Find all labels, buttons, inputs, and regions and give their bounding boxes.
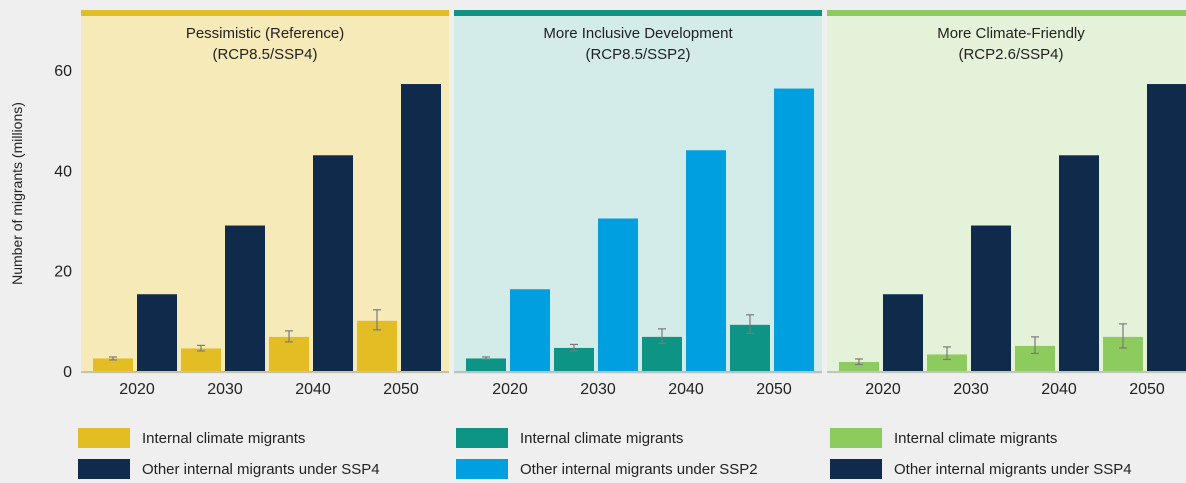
bar — [774, 88, 814, 371]
bar — [927, 354, 967, 371]
legend-label: Internal climate migrants — [894, 429, 1058, 447]
legend: Internal climate migrants Other internal… — [0, 420, 1186, 483]
legend-item: Other internal migrants under SSP2 — [456, 458, 758, 480]
bar — [1147, 84, 1186, 372]
y-axis-label: Number of migrants (millions) — [9, 102, 25, 285]
y-tick-label: 40 — [54, 163, 72, 180]
x-tick-label: 2030 — [580, 381, 616, 398]
bar — [883, 294, 923, 371]
x-tick-label: 2050 — [1129, 381, 1165, 398]
bar — [93, 358, 133, 371]
legend-swatch — [830, 459, 882, 479]
x-tick-label: 2050 — [756, 381, 792, 398]
chart-panel: Pessimistic (Reference) (RCP8.5/SSP4) 2020… — [81, 10, 449, 398]
legend-label: Other internal migrants under SSP4 — [142, 460, 380, 478]
legend-item: Internal climate migrants — [456, 427, 683, 449]
panel-title: More Inclusive Development — [543, 25, 733, 42]
legend-label: Other internal migrants under SSP4 — [894, 460, 1132, 478]
x-tick-label: 2030 — [207, 381, 243, 398]
panel-subtitle: (RCP8.5/SSP2) — [585, 46, 690, 63]
bar — [686, 150, 726, 371]
bar — [225, 225, 265, 371]
legend-swatch — [78, 428, 130, 448]
bar — [269, 336, 309, 371]
bar — [839, 361, 879, 371]
bar — [137, 294, 177, 371]
y-tick-label: 20 — [54, 264, 72, 281]
x-tick-label: 2020 — [865, 381, 901, 398]
bar — [598, 218, 638, 371]
bar — [971, 225, 1011, 371]
panel-subtitle: (RCP8.5/SSP4) — [212, 46, 317, 63]
legend-swatch — [456, 459, 508, 479]
x-tick-label: 2040 — [668, 381, 704, 398]
legend-item: Other internal migrants under SSP4 — [78, 458, 380, 480]
legend-label: Internal climate migrants — [142, 429, 306, 447]
legend-item: Other internal migrants under SSP4 — [830, 458, 1132, 480]
panel-accent-bar — [81, 10, 449, 16]
legend-label: Other internal migrants under SSP2 — [520, 460, 758, 478]
x-tick-label: 2020 — [119, 381, 155, 398]
bar — [1059, 155, 1099, 371]
chart-panel: More Inclusive Development (RCP8.5/SSP2) 2… — [454, 10, 822, 398]
bar — [313, 155, 353, 371]
legend-swatch — [78, 459, 130, 479]
panel-subtitle: (RCP2.6/SSP4) — [958, 46, 1063, 63]
panel-title: Pessimistic (Reference) — [186, 25, 344, 42]
legend-item: Internal climate migrants — [78, 427, 305, 449]
y-tick-label: 0 — [63, 364, 72, 381]
legend-swatch — [456, 428, 508, 448]
x-tick-label: 2040 — [1041, 381, 1077, 398]
bar — [466, 358, 506, 371]
x-tick-label: 2030 — [953, 381, 989, 398]
x-tick-label: 2020 — [492, 381, 528, 398]
chart-panel: More Climate-Friendly (RCP2.6/SSP4) 2020 20… — [827, 10, 1186, 398]
panel-accent-bar — [454, 10, 822, 16]
bar — [554, 347, 594, 371]
x-tick-label: 2050 — [383, 381, 419, 398]
chart-svg: Pessimistic (Reference)(RCP8.5/SSP4)2020… — [9, 10, 1186, 398]
legend-item: Internal climate migrants — [830, 427, 1057, 449]
bar — [401, 84, 441, 372]
legend-label: Internal climate migrants — [520, 429, 684, 447]
bar — [510, 289, 550, 371]
panel-accent-bar — [827, 10, 1186, 16]
x-tick-label: 2040 — [295, 381, 331, 398]
bar — [181, 348, 221, 371]
legend-swatch — [830, 428, 882, 448]
panel-title: More Climate-Friendly — [937, 25, 1085, 42]
y-tick-label: 60 — [54, 63, 72, 80]
